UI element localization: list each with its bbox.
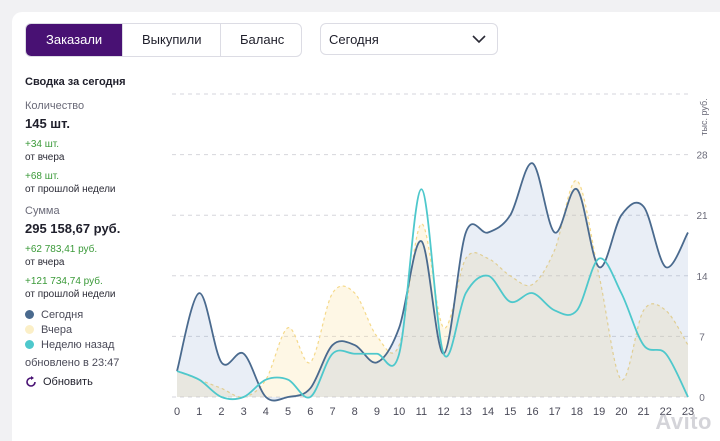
x-tick-label: 8 (352, 406, 358, 418)
x-tick-label: 5 (285, 406, 291, 418)
y-tick-label: 28 (696, 151, 708, 162)
x-tick-label: 22 (660, 406, 672, 418)
period-select[interactable]: Сегодня (320, 23, 498, 55)
sum-label: Сумма (25, 205, 60, 217)
sum-delta-week-label: от прошлой недели (25, 289, 116, 300)
legend-label-yesterday: Вчера (41, 323, 73, 336)
y-tick-label: 14 (696, 272, 708, 283)
legend-dot-today (25, 310, 34, 319)
series-area-Сегодня (177, 163, 688, 401)
legend-dot-yesterday (25, 325, 34, 334)
x-tick-label: 1 (196, 406, 202, 418)
summary-title: Сводка за сегодня (25, 76, 126, 88)
x-tick-label: 10 (393, 406, 405, 418)
sum-delta-yesterday: +62 783,41 руб. (25, 244, 98, 255)
qty-delta-week-label: от прошлой недели (25, 184, 116, 195)
x-tick-label: 23 (682, 406, 694, 418)
series-area-Вчера (177, 180, 688, 398)
qty-delta-yesterday-label: от вчера (25, 152, 65, 163)
x-tick-label: 15 (504, 406, 516, 418)
legend-label-today: Сегодня (41, 308, 84, 321)
series-line-Сегодня (176, 162, 689, 402)
x-tick-label: 0 (174, 406, 180, 418)
refresh-button[interactable]: Обновить (25, 376, 93, 388)
sum-delta-yesterday-label: от вчера (25, 257, 65, 268)
legend-item-today[interactable]: Сегодня (25, 307, 114, 322)
legend-label-week-ago: Неделю назад (41, 338, 115, 351)
legend-dot-week-ago (25, 340, 34, 349)
x-tick-label: 13 (460, 406, 472, 418)
tab-group: Заказали Выкупили Баланс (25, 23, 302, 57)
summary-panel: Сводка за сегодня Количество 145 шт. +34… (25, 76, 165, 300)
sum-value: 295 158,67 руб. (25, 221, 121, 236)
qty-value: 145 шт. (25, 116, 70, 131)
chevron-down-icon (472, 35, 486, 44)
updated-timestamp: обновлено в 23:47 (25, 357, 120, 369)
series-line-Неделю назад (176, 188, 689, 401)
period-select-value: Сегодня (329, 31, 379, 47)
x-tick-label: 16 (526, 406, 538, 418)
chart-legend: Сегодня Вчера Неделю назад (25, 307, 114, 352)
x-tick-label: 14 (482, 406, 494, 418)
qty-label: Количество (25, 100, 85, 112)
y-tick-label: 7 (699, 332, 705, 343)
x-tick-label: 7 (329, 406, 335, 418)
tab-ordered[interactable]: Заказали (26, 24, 123, 56)
x-tick-label: 2 (218, 406, 224, 418)
x-tick-label: 9 (374, 406, 380, 418)
x-tick-label: 21 (637, 406, 649, 418)
y-tick-label: 21 (696, 211, 708, 222)
y-axis-label: тыс. руб. (699, 98, 709, 135)
x-tick-label: 11 (416, 406, 427, 418)
x-tick-label: 4 (263, 406, 269, 418)
dashboard-card (12, 12, 720, 441)
x-tick-label: 3 (241, 406, 247, 418)
x-tick-label: 12 (437, 406, 449, 418)
x-tick-label: 20 (615, 406, 627, 418)
qty-delta-week: +68 шт. (25, 171, 60, 182)
x-tick-label: 18 (571, 406, 583, 418)
sum-delta-week: +121 734,74 руб. (25, 276, 103, 287)
refresh-label: Обновить (43, 376, 93, 388)
x-tick-label: 19 (593, 406, 605, 418)
legend-item-yesterday[interactable]: Вчера (25, 322, 114, 337)
x-tick-label: 17 (549, 406, 561, 418)
legend-item-week-ago[interactable]: Неделю назад (25, 337, 114, 352)
tab-balance[interactable]: Баланс (240, 32, 285, 47)
y-tick-label: 0 (699, 393, 705, 404)
qty-delta-yesterday: +34 шт. (25, 139, 60, 150)
refresh-icon (26, 376, 36, 387)
tab-bought-out[interactable]: Выкупили (123, 24, 221, 56)
watermark-logo: Avito (655, 409, 712, 434)
x-tick-label: 6 (307, 406, 313, 418)
series-line-Вчера (176, 179, 689, 398)
